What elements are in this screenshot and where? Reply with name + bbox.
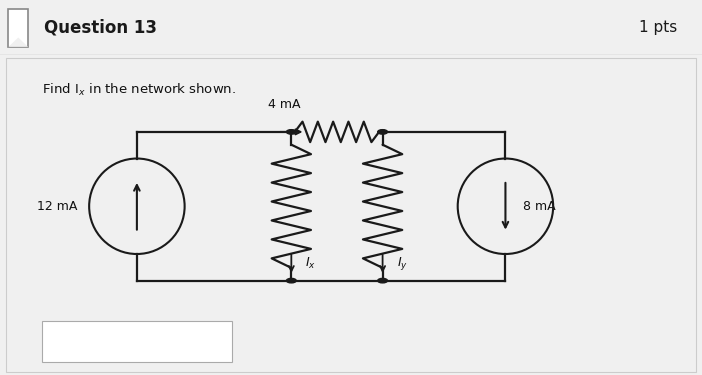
Circle shape <box>378 278 388 283</box>
FancyBboxPatch shape <box>42 321 232 362</box>
Text: Question 13: Question 13 <box>44 18 157 37</box>
Text: 12 mA: 12 mA <box>37 200 77 213</box>
Text: 4 mA: 4 mA <box>268 98 300 111</box>
Text: 8 mA: 8 mA <box>523 200 555 213</box>
Text: $I_y$: $I_y$ <box>397 255 408 272</box>
Circle shape <box>286 130 296 134</box>
Circle shape <box>378 130 388 134</box>
Text: Find I$_x$ in the network shown.: Find I$_x$ in the network shown. <box>42 82 236 98</box>
Circle shape <box>286 278 296 283</box>
Text: 1 pts: 1 pts <box>640 20 677 35</box>
FancyBboxPatch shape <box>8 9 28 47</box>
Text: $I_x$: $I_x$ <box>305 255 317 271</box>
Polygon shape <box>8 38 28 47</box>
